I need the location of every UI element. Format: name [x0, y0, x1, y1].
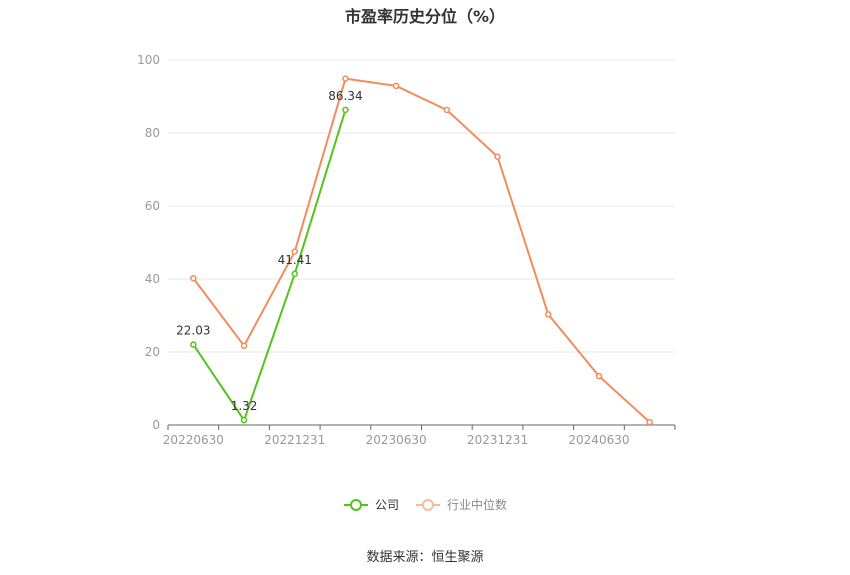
data-point — [545, 311, 552, 318]
y-tick-label: 60 — [145, 199, 160, 213]
y-tick-label: 80 — [145, 126, 160, 140]
series-line — [192, 77, 651, 423]
data-label: 41.41 — [278, 253, 312, 267]
legend: 公司 行业中位数 — [0, 496, 850, 513]
legend-company-icon — [343, 498, 368, 511]
data-point — [240, 416, 248, 424]
data-point — [190, 275, 197, 282]
data-point — [190, 341, 197, 348]
data-labels: 22.03 1.32 41.41 86.34 — [176, 89, 362, 413]
chart-title: 市盈率历史分位（%） — [344, 7, 506, 26]
data-point — [646, 418, 653, 426]
series-layer — [190, 75, 653, 426]
x-axis: 20220630 20221231 20230630 20231231 20240630 — [163, 424, 676, 447]
series-line — [192, 109, 347, 422]
data-point — [494, 153, 501, 160]
y-tick-label: 20 — [145, 345, 160, 359]
y-tick-label: 100 — [137, 53, 160, 67]
data-point — [392, 82, 400, 90]
data-point — [240, 342, 248, 350]
data-point — [291, 270, 298, 278]
data-point — [443, 106, 451, 114]
legend-item-industry[interactable]: 行业中位数 — [415, 496, 507, 513]
y-tick-label: 40 — [145, 272, 160, 286]
legend-industry-icon — [416, 498, 440, 511]
data-point — [595, 372, 603, 380]
data-source: 数据来源：恒生聚源 — [366, 550, 484, 565]
y-tick-label: 0 — [152, 418, 160, 432]
legend-company-label: 公司 — [374, 498, 399, 512]
data-label: 86.34 — [328, 89, 362, 103]
legend-industry-label: 行业中位数 — [447, 498, 508, 512]
grid-lines — [168, 59, 675, 353]
x-tick-label: 20240630 — [568, 433, 629, 447]
x-tick-label: 20231231 — [467, 433, 528, 447]
data-point — [342, 106, 349, 114]
data-label: 1.32 — [231, 399, 258, 413]
legend-item-company[interactable]: 公司 — [343, 496, 399, 513]
x-tick-label: 20221231 — [264, 433, 325, 447]
y-axis: 0 20 40 60 80 100 — [137, 53, 160, 432]
data-label: 22.03 — [176, 324, 210, 338]
x-tick-label: 20220630 — [163, 433, 224, 447]
data-point — [291, 248, 298, 255]
data-point — [342, 75, 349, 82]
x-tick-label: 20230630 — [366, 433, 427, 447]
